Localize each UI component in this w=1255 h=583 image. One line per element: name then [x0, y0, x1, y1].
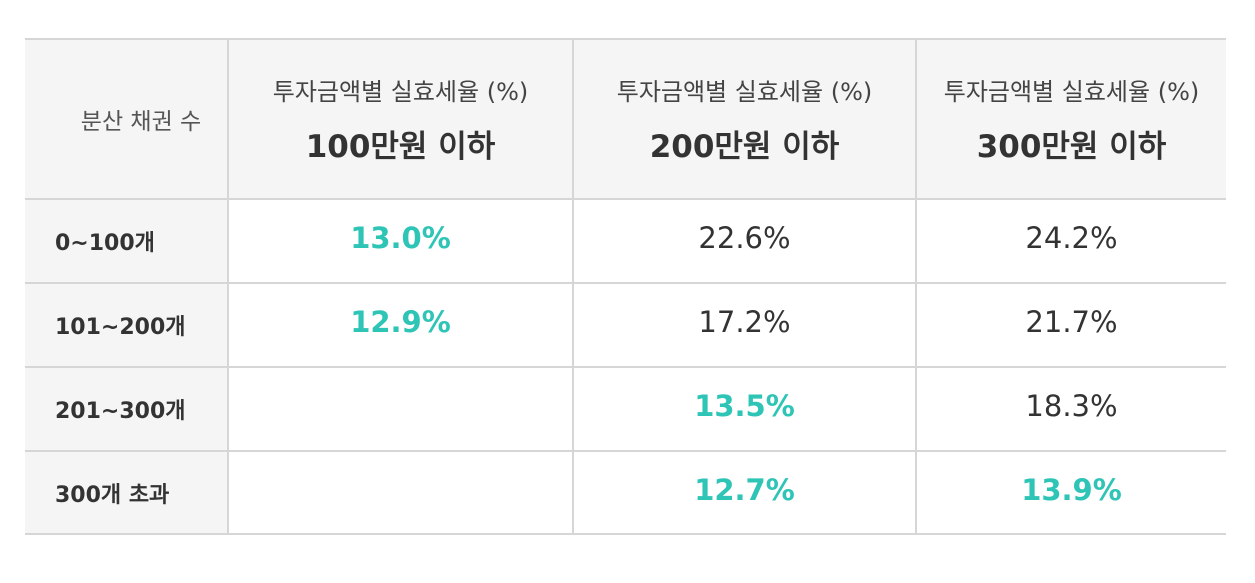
rate-value: 13.5%	[694, 389, 795, 423]
rate-value: 12.9%	[350, 305, 451, 339]
rate-value: 13.9%	[1021, 472, 1122, 507]
column-title: 100만원 이하	[305, 129, 496, 165]
column-header-300: 투자금액별 실효세율 (%) 300만원 이하	[915, 38, 1226, 200]
rate-cell: 12.7%	[572, 450, 916, 535]
row-label: 201~300개	[25, 366, 228, 452]
corner-header: 분산 채권 수	[25, 38, 228, 200]
rate-value: 21.7%	[1025, 305, 1118, 339]
rate-cell: 22.6%	[572, 198, 916, 284]
table-row: 0~100개 13.0% 22.6% 24.2%	[25, 198, 1226, 284]
rate-cell	[227, 366, 573, 452]
rate-value: 12.7%	[694, 472, 795, 507]
rate-cell: 13.5%	[572, 366, 916, 452]
rate-value: 13.0%	[350, 221, 451, 255]
row-label: 300개 초과	[25, 450, 228, 535]
column-title: 200만원 이하	[649, 129, 840, 165]
rate-cell: 18.3%	[915, 366, 1226, 452]
column-subtitle: 투자금액별 실효세율 (%)	[616, 78, 873, 106]
rate-value: 17.2%	[698, 305, 791, 339]
row-label: 101~200개	[25, 282, 228, 368]
rate-cell	[227, 450, 573, 535]
column-header-100: 투자금액별 실효세율 (%) 100만원 이하	[227, 38, 573, 200]
rate-cell: 13.9%	[915, 450, 1226, 535]
column-title: 300만원 이하	[976, 129, 1167, 165]
rate-value: 18.3%	[1025, 389, 1118, 423]
column-subtitle: 투자금액별 실효세율 (%)	[943, 78, 1200, 106]
column-subtitle: 투자금액별 실효세율 (%)	[272, 78, 529, 106]
rate-cell: 17.2%	[572, 282, 916, 368]
rate-cell: 21.7%	[915, 282, 1226, 368]
rate-value: 24.2%	[1025, 221, 1118, 255]
effective-tax-rate-table: 분산 채권 수 투자금액별 실효세율 (%) 100만원 이하 투자금액별 실효…	[25, 38, 1226, 535]
rate-cell: 24.2%	[915, 198, 1226, 284]
table-row: 300개 초과 12.7% 13.9%	[25, 450, 1226, 535]
rate-cell: 13.0%	[227, 198, 573, 284]
table-row: 201~300개 13.5% 18.3%	[25, 366, 1226, 452]
table-row: 101~200개 12.9% 17.2% 21.7%	[25, 282, 1226, 368]
rate-cell: 12.9%	[227, 282, 573, 368]
column-header-200: 투자금액별 실효세율 (%) 200만원 이하	[572, 38, 916, 200]
header-row: 분산 채권 수 투자금액별 실효세율 (%) 100만원 이하 투자금액별 실효…	[25, 38, 1226, 200]
rate-value: 22.6%	[698, 221, 791, 255]
row-label: 0~100개	[25, 198, 228, 284]
